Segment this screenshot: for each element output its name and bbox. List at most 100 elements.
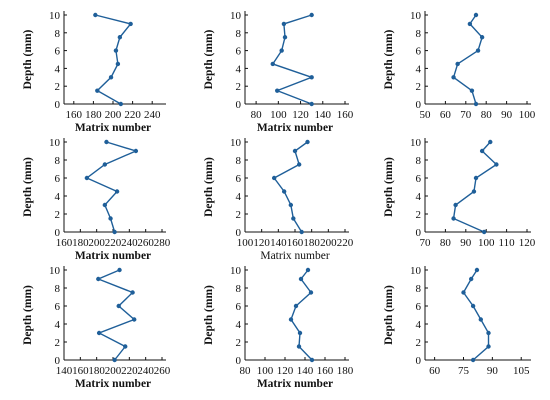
x-tick-label: 140 (56, 365, 73, 377)
data-point (473, 12, 479, 18)
panel-3: 0 2 4 6 8 10 50 60 70 80 90 100 Depth (mm) (383, 10, 536, 121)
data-point (309, 75, 314, 80)
data-point (309, 101, 314, 107)
y-tick-label: 0 (236, 227, 242, 239)
x-tick-label: 220 (337, 237, 354, 249)
x-tick-label: 80 (481, 109, 493, 121)
x-tick-label: 100 (270, 109, 287, 121)
data-point (473, 101, 479, 107)
data-point (296, 162, 302, 167)
x-tick-label: 180 (72, 237, 89, 249)
data-point (117, 35, 123, 40)
y-tick-label: 0 (55, 99, 61, 111)
y-tick-label: 0 (236, 99, 242, 111)
data-point (96, 330, 102, 336)
x-tick-label: 180 (85, 109, 102, 121)
x-tick-label: 120 (519, 237, 536, 249)
y-tick-label: 0 (55, 355, 61, 367)
y-tick-label: 6 (416, 46, 422, 58)
x-tick-label: 280 (154, 237, 171, 249)
data-point (108, 75, 114, 80)
y-tick-label: 4 (55, 191, 61, 203)
x-tick-label: 180 (303, 237, 320, 249)
x-tick-label: 160 (337, 109, 354, 121)
series-line (452, 141, 498, 233)
data-point (471, 189, 477, 194)
y-tick-label: 8 (416, 28, 422, 40)
x-axis-label: Matrix number (75, 122, 151, 134)
x-axis-label: Matrix number (257, 122, 333, 134)
series-line (273, 141, 308, 233)
data-point (102, 202, 108, 208)
data-point (461, 290, 466, 295)
x-tick-label: 75 (458, 365, 470, 377)
panel-9: 0 2 4 6 8 10 60 75 90 105 Depth (mm) (383, 265, 531, 377)
data-point (118, 101, 124, 107)
y-tick-label: 0 (416, 99, 422, 111)
x-tick-label: 120 (277, 365, 294, 377)
y-tick-label: 4 (236, 63, 242, 75)
data-point (96, 276, 101, 282)
data-point (293, 303, 299, 309)
series-line (462, 269, 490, 361)
data-point (117, 267, 122, 273)
panel-6: 0 2 4 6 8 10 70 80 90 100 110 120 Depth (mm) (383, 137, 536, 249)
y-tick-label: 2 (236, 81, 242, 93)
data-point (104, 139, 109, 145)
data-point (455, 61, 460, 67)
y-axis-label: Depth (mm) (203, 29, 215, 89)
x-tick-label: 100 (237, 237, 254, 249)
x-tick-label: 140 (315, 109, 332, 121)
y-tick-label: 4 (416, 63, 422, 75)
x-tick-label: 200 (320, 237, 337, 249)
y-tick-label: 10 (230, 265, 242, 277)
y-tick-label: 8 (55, 155, 61, 167)
data-point (128, 21, 133, 27)
x-tick-label: 50 (420, 109, 432, 121)
y-axis-label: Depth (mm) (383, 285, 395, 345)
data-point (112, 229, 117, 235)
y-axis-label: Depth (mm) (203, 285, 215, 345)
y-tick-label: 6 (416, 173, 422, 185)
x-tick-label: 90 (501, 109, 513, 121)
panel-8: 0 2 4 6 8 10 80 100 120 140 160 180 Matrix number Dep… (203, 265, 354, 390)
y-tick-label: 8 (416, 155, 422, 167)
x-tick-label: 80 (240, 365, 252, 377)
y-tick-label: 10 (410, 10, 422, 22)
data-point (309, 12, 314, 18)
data-point (296, 344, 302, 349)
data-point (133, 148, 139, 154)
x-axis-label: Matrix number (75, 378, 151, 390)
data-point (467, 21, 473, 27)
data-point (305, 267, 311, 273)
data-point (112, 357, 117, 363)
data-point (474, 267, 480, 273)
x-axis-label: Matrix number (260, 250, 329, 262)
x-tick-label: 80 (440, 237, 452, 249)
series-line (95, 14, 132, 105)
data-point (291, 216, 296, 221)
x-tick-label: 100 (519, 109, 536, 121)
x-tick-label: 90 (487, 365, 499, 377)
x-tick-label: 260 (137, 237, 154, 249)
y-tick-label: 2 (416, 81, 422, 93)
data-point (481, 229, 487, 235)
x-tick-label: 220 (105, 237, 122, 249)
x-tick-label: 70 (420, 237, 432, 249)
y-tick-label: 6 (236, 46, 242, 58)
y-tick-label: 8 (55, 283, 61, 295)
data-point (102, 162, 108, 167)
y-tick-label: 10 (230, 137, 242, 149)
data-point (292, 148, 298, 154)
data-point (270, 61, 275, 67)
y-tick-label: 2 (55, 209, 61, 221)
data-point (470, 303, 476, 309)
y-tick-label: 10 (230, 10, 242, 22)
y-tick-label: 10 (49, 265, 61, 277)
series-line (452, 14, 483, 105)
data-point (473, 175, 479, 181)
data-point (451, 216, 456, 221)
y-tick-label: 2 (416, 337, 422, 349)
